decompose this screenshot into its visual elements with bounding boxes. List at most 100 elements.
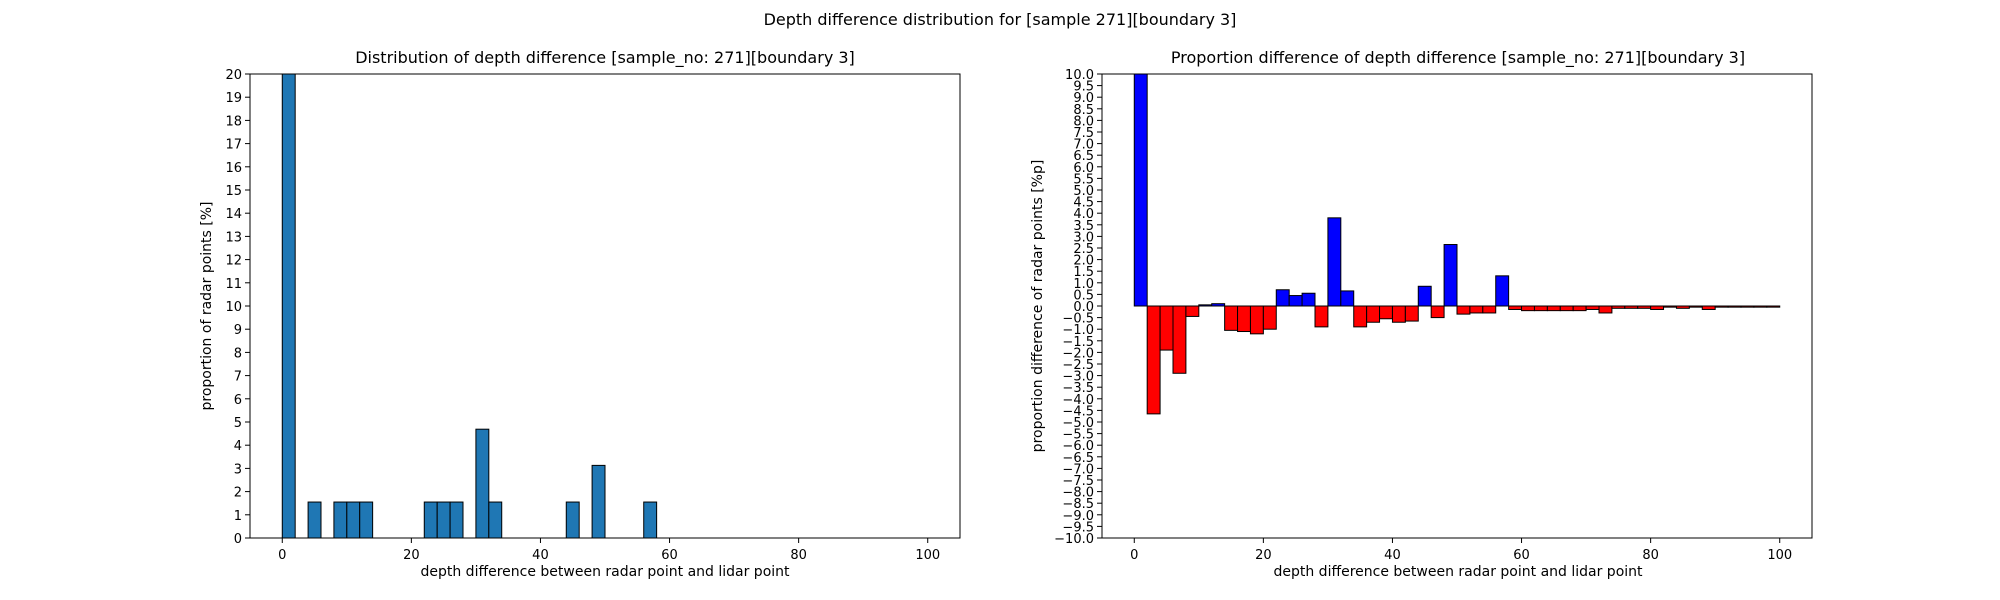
- y-tick-label: −2.5: [1062, 358, 1094, 373]
- y-tick-label: −6.5: [1062, 451, 1094, 466]
- histogram-bar: [333, 501, 348, 539]
- difference-bar: [1663, 305, 1677, 308]
- difference-bar: [1275, 289, 1290, 307]
- y-tick-label: 20: [225, 68, 242, 83]
- y-tick-label: −0.5: [1062, 312, 1094, 327]
- y-tick-label: 6.0: [1073, 161, 1094, 176]
- y-tick-label: 10: [225, 300, 242, 315]
- y-tick-label: 13: [225, 230, 242, 245]
- y-tick-label: 3.0: [1073, 230, 1094, 245]
- histogram-bar: [359, 501, 374, 539]
- y-tick-label: 14: [225, 207, 242, 222]
- y-tick-label: 3.5: [1073, 219, 1094, 234]
- y-tick-label: 18: [225, 114, 242, 129]
- difference-panel: Proportion difference of depth differenc…: [1030, 48, 1813, 580]
- x-tick-label: 60: [1513, 548, 1530, 563]
- difference-bar: [1469, 305, 1484, 314]
- difference-bar: [1650, 305, 1665, 310]
- histogram-bar: [346, 501, 361, 539]
- difference-bar: [1521, 305, 1535, 312]
- difference-bar: [1133, 73, 1148, 307]
- histogram-bar: [281, 73, 296, 539]
- difference-bar: [1249, 305, 1264, 335]
- difference-bar: [1714, 305, 1729, 308]
- x-tick-label: 100: [915, 548, 940, 563]
- difference-bar: [1391, 305, 1406, 323]
- y-tick-label: 8.5: [1073, 103, 1094, 118]
- y-tick-label: −9.0: [1062, 509, 1094, 524]
- y-tick-label: −1.5: [1062, 335, 1094, 350]
- difference-bar: [1301, 292, 1316, 307]
- y-tick-label: 7.5: [1073, 126, 1094, 141]
- difference-bar: [1598, 305, 1613, 314]
- x-tick-label: 100: [1767, 548, 1792, 563]
- difference-bar: [1688, 305, 1703, 308]
- y-tick-label: 6.5: [1073, 149, 1094, 164]
- y-tick-label: 4.5: [1073, 196, 1094, 211]
- difference-plot-frame: [1101, 73, 1813, 539]
- histogram-x-axis-label: depth difference between radar point and…: [420, 564, 790, 580]
- y-tick-label: 1.5: [1073, 265, 1094, 280]
- y-tick-label: 11: [225, 277, 242, 292]
- difference-bar: [1508, 305, 1523, 310]
- histogram-bar: [565, 501, 580, 539]
- y-tick-label: 1.0: [1073, 277, 1094, 292]
- histogram-plot-frame: [249, 73, 961, 539]
- difference-bar: [1314, 305, 1329, 328]
- y-tick-label: −10.0: [1054, 532, 1094, 547]
- y-tick-label: 9.0: [1073, 91, 1094, 106]
- y-tick-label: −8.5: [1062, 497, 1094, 512]
- y-tick-label: 0: [234, 532, 242, 547]
- difference-bar: [1172, 305, 1187, 374]
- difference-bar: [1611, 305, 1626, 309]
- difference-bar: [1185, 305, 1200, 317]
- difference-bar: [1495, 275, 1510, 307]
- difference-bar: [1572, 305, 1587, 312]
- difference-bar: [1766, 305, 1781, 308]
- y-tick-label: −3.5: [1062, 381, 1094, 396]
- difference-title: Proportion difference of depth differenc…: [1171, 48, 1745, 68]
- difference-bar: [1353, 305, 1368, 328]
- histogram-bar: [591, 464, 606, 539]
- x-tick-label: 80: [790, 548, 807, 563]
- y-tick-label: 8.0: [1073, 114, 1094, 129]
- histogram-bar: [307, 501, 322, 539]
- difference-bar: [1546, 305, 1561, 312]
- y-tick-label: 8: [234, 346, 242, 361]
- y-tick-label: 7: [234, 370, 242, 385]
- difference-bar: [1340, 290, 1355, 307]
- difference-bar: [1237, 305, 1251, 333]
- difference-bar: [1146, 305, 1161, 415]
- difference-bar: [1430, 305, 1445, 319]
- difference-y-axis-label: proportion difference of radar points [%…: [1030, 160, 1046, 453]
- y-tick-label: 19: [225, 91, 242, 106]
- difference-bar: [1417, 285, 1432, 307]
- x-tick-label: 20: [1255, 548, 1272, 563]
- y-tick-label: 2: [234, 486, 242, 501]
- difference-bar: [1482, 305, 1497, 314]
- difference-x-ticks: 0 20 40 60 80 100: [1130, 538, 1792, 563]
- y-tick-label: 2.5: [1073, 242, 1094, 257]
- y-tick-label: 12: [225, 254, 242, 269]
- histogram-y-axis-label: proportion of radar points [%]: [199, 201, 215, 410]
- y-tick-label: −7.5: [1062, 474, 1094, 489]
- histogram-x-ticks: 0 20 40 60 80 100: [278, 538, 940, 563]
- y-tick-label: −6.0: [1062, 439, 1094, 454]
- y-tick-label: 3: [234, 462, 242, 477]
- y-tick-label: −5.0: [1062, 416, 1094, 431]
- y-tick-label: 5.0: [1073, 184, 1094, 199]
- x-tick-label: 40: [532, 548, 549, 563]
- difference-bar: [1224, 305, 1239, 331]
- difference-bar: [1727, 305, 1742, 308]
- y-tick-label: 5: [234, 416, 242, 431]
- y-tick-label: 0.0: [1073, 300, 1094, 315]
- y-tick-label: −4.5: [1062, 404, 1094, 419]
- difference-bar: [1624, 305, 1639, 309]
- histogram-bar: [436, 501, 451, 539]
- difference-bar: [1159, 305, 1174, 351]
- difference-bar: [1740, 305, 1755, 308]
- y-tick-label: 7.0: [1073, 138, 1094, 153]
- histogram-panel: Distribution of depth difference [sample…: [199, 48, 961, 580]
- difference-bar: [1327, 217, 1342, 307]
